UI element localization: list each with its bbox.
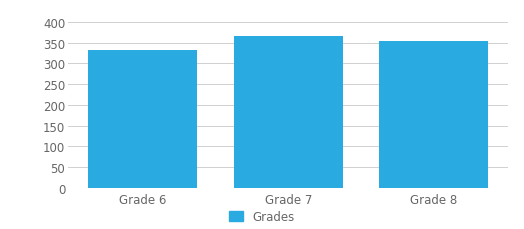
Bar (234, 37, 343, 188)
Legend: Grades: Grades (229, 210, 295, 223)
Bar (379, 42, 488, 188)
Bar (88, 51, 197, 188)
